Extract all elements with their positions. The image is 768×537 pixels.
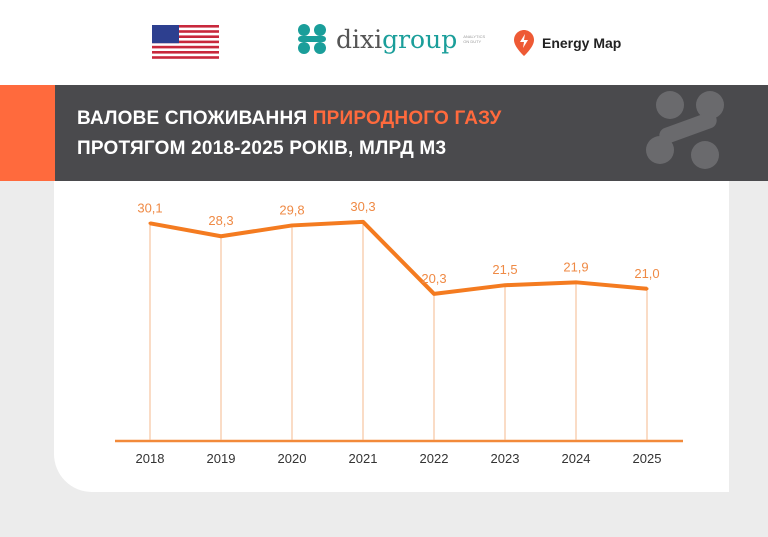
data-point — [503, 283, 507, 287]
data-label: 21,0 — [634, 266, 659, 281]
data-point — [574, 280, 578, 284]
data-point — [219, 234, 223, 238]
x-tick-label: 2025 — [633, 451, 662, 466]
data-label: 30,1 — [137, 200, 162, 215]
data-label: 30,3 — [350, 199, 375, 214]
series-line — [149, 219, 648, 296]
accent-block — [0, 85, 55, 181]
energy-map-pin-icon — [514, 30, 534, 56]
data-point — [148, 221, 152, 225]
data-label: 21,5 — [492, 262, 517, 277]
x-tick-label: 2019 — [207, 451, 236, 466]
us-flag-icon — [152, 25, 219, 59]
chart-title: ВАЛОВЕ СПОЖИВАННЯ ПРИРОДНОГО ГАЗУ ПРОТЯГ… — [77, 104, 502, 164]
dixigroup-tagline: ANALYTICS ON DUTY — [463, 34, 486, 44]
energy-map-label: Energy Map — [542, 35, 622, 51]
data-label: 21,9 — [563, 259, 588, 274]
x-tick-label: 2020 — [278, 451, 307, 466]
dixigroup-wordmark: dixigroup — [336, 24, 458, 54]
watermark-icon — [646, 91, 724, 169]
x-tick-label: 2023 — [491, 451, 520, 466]
data-point — [290, 223, 294, 227]
dixigroup-logo: dixigroup ANALYTICS ON DUTY — [294, 22, 485, 56]
title-highlight: ПРИРОДНОГО ГАЗУ — [312, 108, 502, 129]
title-part1: ВАЛОВЕ СПОЖИВАННЯ — [77, 108, 313, 129]
data-label: 28,3 — [208, 213, 233, 228]
header: dixigroup ANALYTICS ON DUTY Energy Map — [0, 0, 768, 85]
data-point — [645, 287, 649, 291]
data-point — [432, 292, 436, 296]
x-tick-label: 2024 — [562, 451, 591, 466]
x-tick-label: 2022 — [420, 451, 449, 466]
energy-map-logo: Energy Map — [514, 30, 621, 56]
data-point — [361, 220, 365, 224]
data-label: 29,8 — [279, 202, 304, 217]
title-line2: ПРОТЯГОМ 2018-2025 РОКІВ, МЛРД М3 — [77, 138, 447, 159]
x-tick-label: 2021 — [349, 451, 378, 466]
title-banner: ВАЛОВЕ СПОЖИВАННЯ ПРИРОДНОГО ГАЗУ ПРОТЯГ… — [55, 85, 768, 181]
dixigroup-mark-icon — [298, 24, 326, 54]
data-label: 20,3 — [421, 271, 446, 286]
x-tick-label: 2018 — [136, 451, 165, 466]
